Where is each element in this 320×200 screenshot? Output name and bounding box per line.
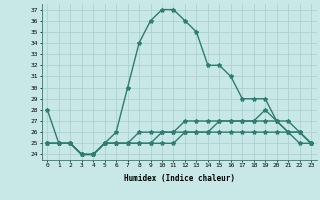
- X-axis label: Humidex (Indice chaleur): Humidex (Indice chaleur): [124, 174, 235, 183]
